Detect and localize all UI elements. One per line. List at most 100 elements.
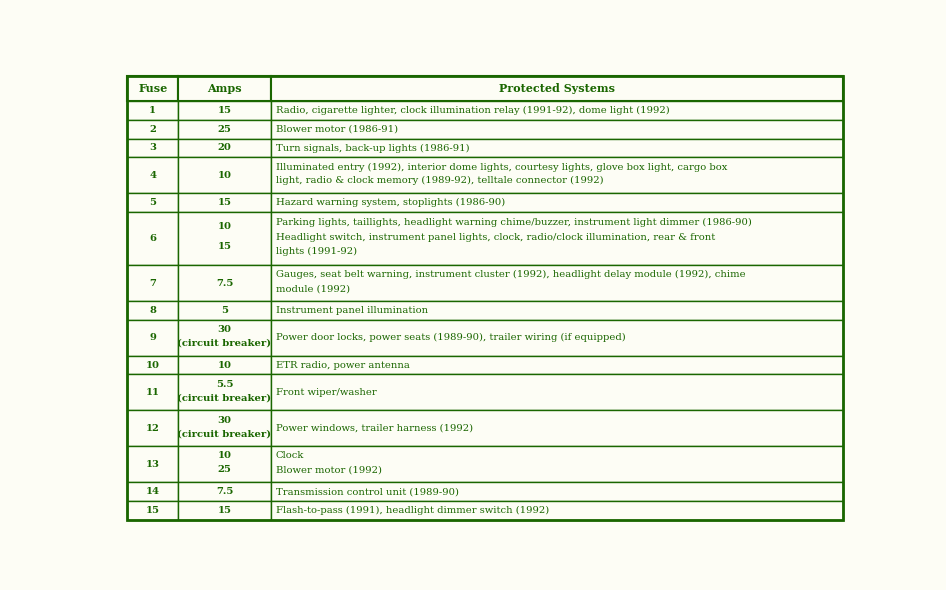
Bar [127, 76, 179, 101]
Text: 1: 1 [149, 106, 156, 115]
Text: 10: 10 [218, 451, 232, 460]
Bar [271, 446, 843, 482]
Bar [179, 301, 271, 320]
Text: 25: 25 [218, 466, 232, 474]
Text: Radio, cigarette lighter, clock illumination relay (1991-92), dome light (1992): Radio, cigarette lighter, clock illumina… [276, 106, 670, 115]
Text: 15: 15 [218, 506, 232, 515]
Text: Flash-to-pass (1991), headlight dimmer switch (1992): Flash-to-pass (1991), headlight dimmer s… [276, 506, 549, 515]
Text: Power door locks, power seats (1989-90), trailer wiring (if equipped): Power door locks, power seats (1989-90),… [276, 333, 625, 342]
Text: (circuit breaker): (circuit breaker) [178, 339, 272, 348]
Text: 15: 15 [146, 506, 160, 515]
Text: Transmission control unit (1989-90): Transmission control unit (1989-90) [276, 487, 459, 496]
Text: 10: 10 [218, 360, 232, 370]
Bar [179, 375, 271, 411]
Text: 25: 25 [218, 124, 232, 134]
Text: 10: 10 [218, 171, 232, 180]
Text: 11: 11 [146, 388, 160, 397]
Text: Fuse: Fuse [138, 83, 167, 94]
Bar [271, 212, 843, 266]
Bar [179, 446, 271, 482]
Text: lights (1991-92): lights (1991-92) [276, 247, 357, 257]
Text: 14: 14 [146, 487, 160, 496]
Text: Amps: Amps [207, 83, 242, 94]
Bar [179, 101, 271, 120]
Text: 5.5: 5.5 [216, 379, 234, 389]
Bar [271, 375, 843, 411]
Bar [179, 120, 271, 139]
Text: Headlight switch, instrument panel lights, clock, radio/clock illumination, rear: Headlight switch, instrument panel light… [276, 232, 715, 242]
Bar [271, 320, 843, 356]
Text: 15: 15 [218, 198, 232, 207]
Bar [271, 158, 843, 194]
Text: 6: 6 [149, 234, 156, 243]
Text: Power windows, trailer harness (1992): Power windows, trailer harness (1992) [276, 424, 473, 433]
Bar [127, 139, 179, 158]
Bar [127, 101, 179, 120]
Text: 2: 2 [149, 124, 156, 134]
Text: 7: 7 [149, 278, 156, 288]
Text: 7.5: 7.5 [216, 278, 234, 288]
Text: Turn signals, back-up lights (1986-91): Turn signals, back-up lights (1986-91) [276, 143, 469, 153]
Bar [179, 320, 271, 356]
Bar [271, 266, 843, 301]
Bar [271, 301, 843, 320]
Text: Illuminated entry (1992), interior dome lights, courtesy lights, glove box light: Illuminated entry (1992), interior dome … [276, 162, 727, 172]
Bar [271, 482, 843, 501]
Bar [271, 76, 843, 101]
Text: Instrument panel illumination: Instrument panel illumination [276, 306, 428, 315]
Bar [179, 356, 271, 375]
Text: 5: 5 [149, 198, 156, 207]
Text: Protected Systems: Protected Systems [499, 83, 615, 94]
Text: 10: 10 [218, 222, 232, 231]
Bar [127, 266, 179, 301]
Text: 30: 30 [218, 415, 232, 425]
Text: light, radio & clock memory (1989-92), telltale connector (1992): light, radio & clock memory (1989-92), t… [276, 176, 604, 185]
Text: 5: 5 [221, 306, 228, 315]
Bar [179, 501, 271, 520]
Text: 30: 30 [218, 325, 232, 334]
Text: Blower motor (1992): Blower motor (1992) [276, 466, 382, 474]
Bar [127, 301, 179, 320]
Text: 8: 8 [149, 306, 156, 315]
Bar [271, 120, 843, 139]
Text: 13: 13 [146, 460, 160, 469]
Text: 4: 4 [149, 171, 156, 180]
Bar [127, 194, 179, 212]
Text: 7.5: 7.5 [216, 487, 234, 496]
Bar [271, 356, 843, 375]
Text: Blower motor (1986-91): Blower motor (1986-91) [276, 124, 398, 134]
Text: 12: 12 [146, 424, 160, 433]
Text: 20: 20 [218, 143, 232, 152]
Bar [179, 194, 271, 212]
Text: 15: 15 [218, 106, 232, 115]
Text: (circuit breaker): (circuit breaker) [178, 394, 272, 402]
Text: module (1992): module (1992) [276, 284, 350, 293]
Text: (circuit breaker): (circuit breaker) [178, 430, 272, 438]
Bar [127, 212, 179, 266]
Text: Hazard warning system, stoplights (1986-90): Hazard warning system, stoplights (1986-… [276, 198, 505, 207]
Bar [179, 212, 271, 266]
Bar [127, 320, 179, 356]
Bar [179, 139, 271, 158]
Bar [179, 158, 271, 194]
Text: Gauges, seat belt warning, instrument cluster (1992), headlight delay module (19: Gauges, seat belt warning, instrument cl… [276, 270, 745, 280]
Bar [179, 482, 271, 501]
Text: Front wiper/washer: Front wiper/washer [276, 388, 377, 397]
Bar [179, 411, 271, 446]
Bar [271, 501, 843, 520]
Bar [271, 194, 843, 212]
Bar [127, 158, 179, 194]
Bar [127, 446, 179, 482]
Bar [271, 411, 843, 446]
Text: Clock: Clock [276, 451, 305, 460]
Text: Parking lights, taillights, headlight warning chime/buzzer, instrument light dim: Parking lights, taillights, headlight wa… [276, 218, 752, 227]
Text: 10: 10 [146, 360, 160, 370]
Bar [179, 266, 271, 301]
Text: ETR radio, power antenna: ETR radio, power antenna [276, 360, 410, 370]
Bar [127, 356, 179, 375]
Bar [271, 139, 843, 158]
Bar [179, 76, 271, 101]
Text: 9: 9 [149, 333, 156, 342]
Bar [127, 120, 179, 139]
Bar [127, 375, 179, 411]
